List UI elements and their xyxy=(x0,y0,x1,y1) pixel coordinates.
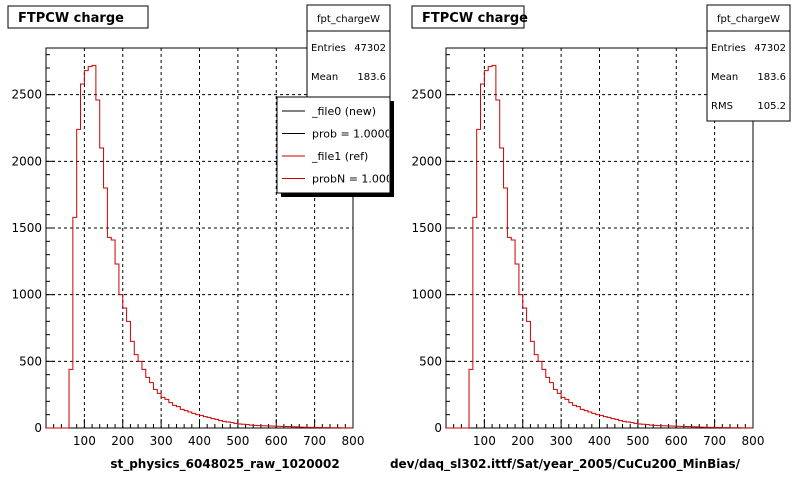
x-tick-label: 100 xyxy=(73,434,96,448)
chart-panel-2: 100 200 300 400 500 600 700 800 0 500 1000 1500 2000… xyxy=(390,4,791,472)
x-tick-label: 700 xyxy=(303,434,326,448)
x-axis-label: st_physics_6048025_raw_1020002 xyxy=(110,457,339,472)
y-tick-label: 0 xyxy=(434,421,442,435)
stats-box xyxy=(706,4,791,122)
x-tick-label: 400 xyxy=(588,434,611,448)
stats-label: Entries xyxy=(711,43,746,54)
stats-label: Entries xyxy=(311,43,346,54)
y-tick-label: 1000 xyxy=(411,288,442,302)
x-tick-label: 600 xyxy=(265,434,288,448)
stats-box xyxy=(306,4,391,103)
x-tick-label: 300 xyxy=(550,434,573,448)
y-tick-label: 500 xyxy=(19,354,42,368)
stats-value: 183.6 xyxy=(357,72,386,83)
stats-name: fpt_chargeW xyxy=(717,14,780,25)
chart-title: FTPCW charge xyxy=(18,11,124,26)
x-tick-label: 800 xyxy=(342,434,365,448)
chart-title: FTPCW charge xyxy=(422,11,528,26)
x-tick-label: 500 xyxy=(626,434,649,448)
stats-label: RMS xyxy=(711,101,733,112)
legend: _file0 (new) prob = 1.000000 _file1 (ref) p… xyxy=(276,96,414,197)
legend-entry: _file1 (ref) xyxy=(311,150,368,163)
y-tick-label: 2000 xyxy=(411,154,442,168)
y-tick-label: 1000 xyxy=(11,288,42,302)
x-tick-label: 300 xyxy=(150,434,173,448)
histogram-series-1 xyxy=(446,64,754,429)
legend-entry: probN = 1.000000 xyxy=(312,173,414,186)
title-box xyxy=(411,5,525,29)
x-tick-label: 700 xyxy=(703,434,726,448)
y-tick-label: 0 xyxy=(34,421,42,435)
x-tick-label: 800 xyxy=(742,434,765,448)
y-tick-label: 500 xyxy=(419,354,442,368)
x-tick-label: 100 xyxy=(473,434,496,448)
x-tick-label: 500 xyxy=(226,434,249,448)
x-axis-label: dev/daq_sl302.ittf/Sat/year_2005/CuCu200… xyxy=(390,457,741,472)
histogram-series-1 xyxy=(46,64,354,429)
stats-value: 105.2 xyxy=(757,101,786,112)
stats-name: fpt_chargeW xyxy=(317,14,380,25)
stats-label: Mean xyxy=(311,72,338,83)
stats-value: 47302 xyxy=(354,43,386,54)
stats-value: 47302 xyxy=(754,43,786,54)
y-tick-label: 2000 xyxy=(11,154,42,168)
chart-panel-1: 100 200 300 400 500 600 700 800 0 500 1000 1500 2000… xyxy=(7,4,414,472)
y-tick-label: 1500 xyxy=(411,221,442,235)
legend-box xyxy=(276,96,391,194)
x-tick-label: 400 xyxy=(188,434,211,448)
plot-frame xyxy=(445,47,754,429)
y-tick-label: 2500 xyxy=(411,88,442,102)
y-tick-label: 1500 xyxy=(11,221,42,235)
x-tick-label: 200 xyxy=(511,434,534,448)
title-box xyxy=(7,5,149,29)
y-tick-label: 2500 xyxy=(11,88,42,102)
x-tick-label: 600 xyxy=(665,434,688,448)
stats-value: 183.6 xyxy=(757,72,786,83)
legend-entry: _file0 (new) xyxy=(311,105,376,118)
legend-entry: prob = 1.000000 xyxy=(312,128,406,141)
x-tick-label: 200 xyxy=(111,434,134,448)
stats-label: Mean xyxy=(711,72,738,83)
